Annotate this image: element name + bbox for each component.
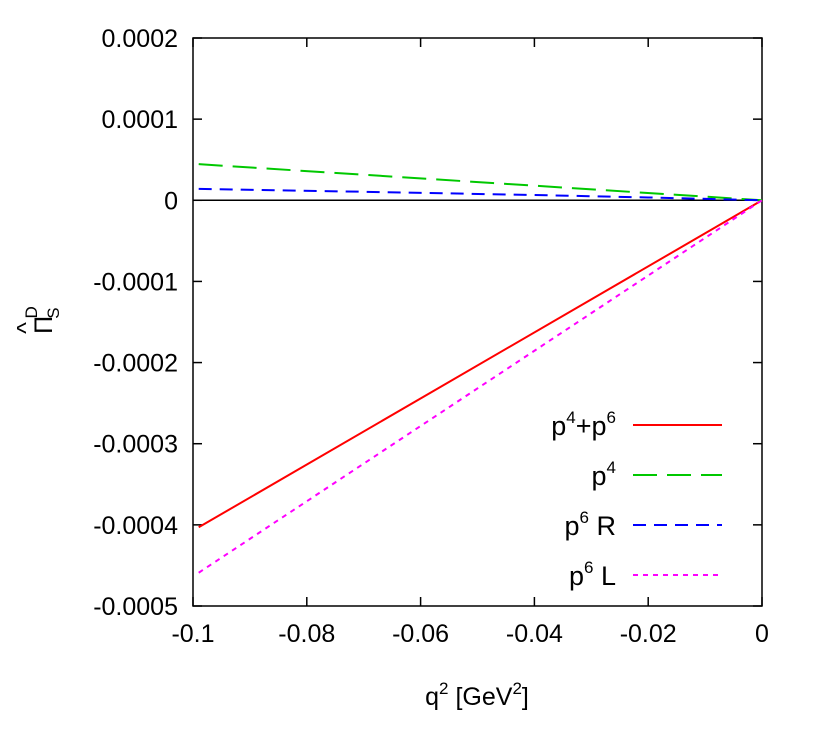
y-axis-label-sub: S	[44, 307, 63, 318]
series-lines	[198, 163, 763, 574]
x-axis-label: q2 [GeV2]	[425, 679, 529, 711]
x-tick-label: -0.06	[392, 620, 449, 648]
y-axis-label-accent: ^	[12, 322, 40, 334]
series-line-2	[198, 163, 763, 202]
tick-marks	[192, 37, 763, 607]
series-line-4	[198, 199, 763, 574]
series-line-1	[198, 199, 763, 529]
series-line-3	[198, 187, 763, 202]
x-tick-label: -0.02	[620, 620, 677, 648]
y-tick-label: 0.0001	[102, 106, 178, 134]
y-tick-label: 0	[164, 187, 178, 215]
tick-labels: -0.1 -0.08 -0.06 -0.04 -0.02 0 0.0002 0.0001 0 -0…	[93, 25, 769, 648]
y-tick-label: -0.0005	[93, 593, 178, 621]
legend-label-4: p6 L	[569, 558, 616, 591]
plot-frame	[192, 37, 763, 607]
y-axis-label-base: Π	[30, 316, 58, 334]
y-tick-label: -0.0001	[93, 268, 178, 296]
y-tick-label: -0.0003	[93, 431, 178, 459]
x-tick-label: -0.04	[506, 620, 563, 648]
x-tick-label: 0	[755, 620, 769, 648]
svg-text:ΠSD: ΠSD	[22, 306, 63, 334]
legend-label-1: p4+p6	[551, 408, 616, 441]
x-tick-label: -0.08	[278, 620, 335, 648]
x-tick-label: -0.1	[171, 620, 214, 648]
x-axis-label-unit-prefix: [GeV	[449, 683, 513, 711]
x-axis-label-base: q	[425, 683, 439, 711]
x-axis-label-unit-suffix: ]	[522, 683, 529, 711]
y-axis-label-sup: D	[22, 306, 41, 318]
x-axis-label-unit-sup: 2	[512, 679, 521, 698]
legend-label-3: p6 R	[565, 508, 617, 541]
y-tick-label: 0.0002	[102, 25, 178, 53]
legend-label-2: p4	[592, 458, 617, 491]
legend: p4+p6 p4 p6 R p6 L	[551, 408, 722, 591]
y-tick-label: -0.0002	[93, 350, 178, 378]
x-axis-label-sup: 2	[439, 679, 448, 698]
y-tick-label: -0.0004	[93, 512, 178, 540]
y-axis-label: ΠSD ^	[12, 306, 63, 334]
